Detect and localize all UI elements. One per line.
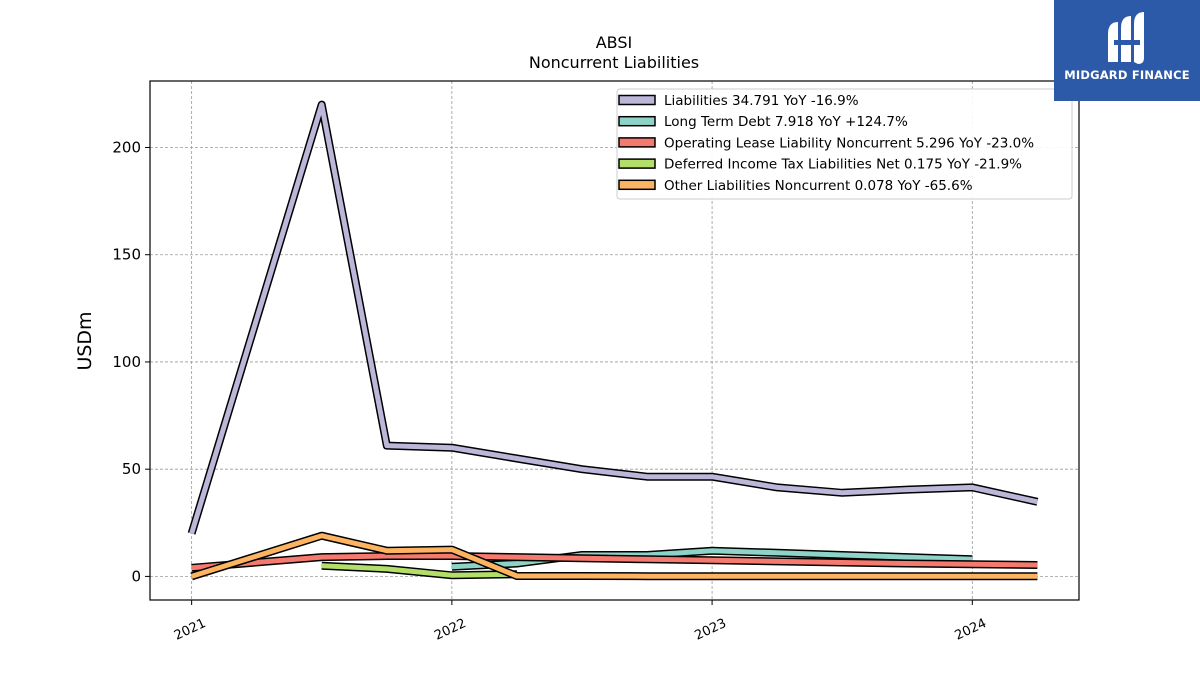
y-tick-label: 50 — [122, 460, 141, 478]
brand-logo: MIDGARD FINANCE — [1054, 0, 1200, 101]
legend-swatch — [618, 115, 656, 127]
chart-subtitle: Noncurrent Liabilities — [529, 53, 699, 72]
legend-label: Liabilities 34.791 YoY -16.9% — [664, 93, 859, 109]
y-axis-label: USDm — [74, 311, 96, 370]
legend-swatch — [618, 94, 656, 106]
legend: Liabilities 34.791 YoY -16.9% Long Term D… — [616, 88, 1073, 200]
x-tick-label: 2024 — [953, 616, 989, 644]
y-tick-label: 200 — [112, 138, 141, 156]
brand-name: MIDGARD FINANCE — [1064, 68, 1190, 82]
legend-swatch — [618, 158, 656, 169]
legend-box — [616, 88, 1073, 200]
legend-swatch — [618, 137, 656, 148]
y-tick-label: 0 — [131, 567, 141, 585]
x-tick-label: 2023 — [692, 616, 728, 644]
series-line — [191, 553, 1038, 571]
series-line-4 — [321, 561, 517, 580]
series-line-1 — [187, 100, 1039, 535]
legend-label: Deferred Income Tax Liabilities Net 0.17… — [664, 157, 1022, 173]
series-line-5 — [190, 531, 1038, 581]
series-group — [187, 100, 1039, 581]
series-line-3 — [191, 552, 1038, 572]
legend-label: Long Term Debt 7.918 YoY +124.7% — [664, 114, 908, 130]
series-line — [190, 533, 1038, 579]
x-tick-label: 2022 — [432, 616, 468, 644]
brand-mark-icon — [1108, 12, 1144, 64]
y-tick-label: 150 — [112, 246, 141, 264]
series-line — [321, 563, 517, 578]
legend-label: Operating Lease Liability Noncurrent 5.2… — [664, 135, 1034, 151]
legend-label: Other Liabilities Noncurrent 0.078 YoY -… — [664, 178, 973, 194]
series-line — [189, 102, 1038, 535]
y-tick-label: 100 — [112, 353, 141, 371]
chart-title: ABSI — [596, 33, 633, 52]
ticks: 0 50 100 150 200 2021 2022 2023 2024 — [112, 138, 989, 643]
plot-frame — [149, 80, 1080, 601]
legend-swatch — [618, 179, 656, 191]
x-tick-label: 2021 — [172, 616, 208, 644]
